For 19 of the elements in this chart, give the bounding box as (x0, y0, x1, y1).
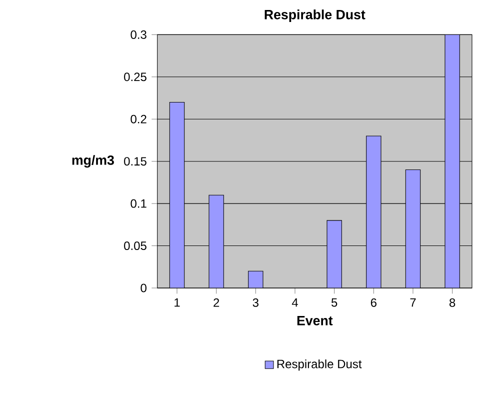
x-tick-label: 5 (331, 298, 338, 307)
x-axis-title: Event (297, 316, 333, 326)
y-tick-label: 0.1 (130, 199, 146, 208)
chart-title: Respirable Dust (264, 10, 366, 22)
x-tick-label: 4 (292, 298, 298, 307)
y-tick-label: 0.2 (130, 114, 146, 124)
x-tick-label: 1 (174, 298, 180, 307)
x-tick-label: 3 (252, 298, 258, 307)
y-axis-title: mg/m3 (72, 155, 114, 168)
y-tick-label: 0.3 (130, 30, 146, 39)
x-tick-label: 7 (410, 298, 416, 307)
y-tick-label: 0.15 (124, 157, 146, 166)
y-tick-label: 0.25 (124, 72, 146, 82)
y-tick-label: 0.05 (124, 242, 146, 250)
y-tick-label: 0 (140, 284, 146, 292)
x-tick-label: 8 (450, 298, 456, 307)
x-tick-label: 2 (214, 298, 220, 307)
legend-label: Respirable Dust (277, 359, 362, 371)
x-tick-label: 6 (370, 298, 376, 307)
